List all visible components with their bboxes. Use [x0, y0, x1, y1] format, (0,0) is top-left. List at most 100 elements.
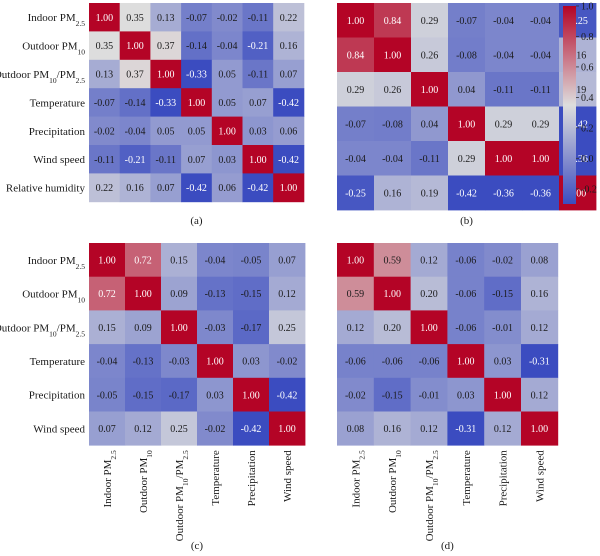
- column-tick-label: Precipitation: [498, 450, 510, 507]
- cell-value-label: 0.16: [531, 289, 549, 300]
- cell-value-label: 0.20: [383, 323, 401, 334]
- cell-value-label: 0.29: [532, 119, 550, 130]
- heatmap-cell: [89, 116, 121, 146]
- heatmap-cell: [374, 175, 412, 211]
- cell-value-label: -0.42: [456, 188, 477, 199]
- cell-value-label: -0.21: [125, 155, 146, 166]
- heatmap-cell: [410, 276, 448, 311]
- colorbar-tick-label: 0.4: [581, 93, 594, 104]
- cell-value-label: 0.35: [96, 41, 114, 52]
- cell-value-label: -0.33: [155, 98, 176, 109]
- heatmap-cell: [161, 243, 198, 278]
- cell-value-label: 0.26: [384, 85, 402, 96]
- heatmap-cell: [161, 411, 198, 446]
- cell-value-label: 0.03: [242, 357, 260, 368]
- cell-value-label: 0.12: [420, 424, 438, 435]
- cell-value-label: -0.42: [278, 98, 299, 109]
- heatmap-cell: [233, 411, 270, 446]
- heatmap-cell: [197, 243, 234, 278]
- heatmap-cell: [125, 310, 162, 345]
- cell-value-label: -0.05: [241, 255, 262, 266]
- heatmap-cell: [337, 3, 375, 38]
- colorbar-tick-label: 0.0: [581, 154, 594, 165]
- cell-value-label: 0.72: [98, 289, 116, 300]
- cell-value-label: 0.29: [495, 119, 513, 130]
- cell-value-label: 1.00: [218, 126, 236, 137]
- heatmap-cell: [150, 88, 182, 117]
- heatmap-cell: [411, 106, 449, 142]
- heatmap-cell: [485, 3, 523, 38]
- cell-value-label: 1.00: [188, 98, 206, 109]
- cell-value-label: -0.36: [493, 188, 514, 199]
- cell-value-label: -0.14: [186, 41, 207, 52]
- cell-value-label: 0.22: [96, 183, 114, 194]
- cell-value-label: -0.06: [455, 323, 476, 334]
- heatmap-cell: [150, 31, 182, 61]
- cell-value-label: 0.59: [347, 289, 365, 300]
- heatmap-cell: [211, 31, 243, 61]
- heatmap-cell: [233, 344, 270, 379]
- heatmap-cell: [119, 173, 151, 203]
- cell-value-label: 0.12: [531, 390, 549, 401]
- heatmap-cell: [211, 59, 243, 89]
- cell-value-label: -0.04: [530, 16, 551, 27]
- cell-value-label: 0.07: [157, 183, 175, 194]
- cell-value-label: 1.00: [157, 70, 175, 81]
- cell-value-label: 0.15: [170, 255, 188, 266]
- heatmap-cell: [181, 3, 213, 32]
- heatmap-cell: [269, 411, 306, 446]
- heatmap-cell: [181, 145, 213, 174]
- heatmap-cell: [89, 243, 126, 278]
- cell-value-label: -0.08: [456, 50, 477, 61]
- cell-value-label: -0.17: [241, 323, 262, 334]
- cell-value-label: 0.06: [280, 126, 298, 137]
- cell-value-label: 0.37: [157, 41, 175, 52]
- heatmap-cell: [211, 173, 243, 203]
- heatmap-cell: [337, 276, 375, 311]
- heatmap-cell: [410, 377, 448, 412]
- row-tick-label: Indoor PM2.5: [28, 12, 86, 28]
- cell-value-label: -0.07: [186, 13, 207, 24]
- heatmap-cell: [242, 59, 274, 89]
- heatmap-cell: [181, 88, 213, 117]
- heatmap-cell: [150, 3, 182, 32]
- heatmap-cell: [242, 173, 274, 203]
- cell-value-label: -0.25: [345, 188, 366, 199]
- heatmap-cell: [337, 141, 375, 176]
- cell-value-label: 0.12: [531, 323, 549, 334]
- row-tick-label: Wind speed: [33, 423, 85, 435]
- row-tick-label: Temperature: [30, 356, 86, 368]
- cell-value-label: -0.25: [567, 16, 588, 27]
- cell-value-label: 0.29: [421, 16, 439, 27]
- row-tick-label: Indoor PM2.5: [28, 255, 86, 271]
- cell-value-label: 0.03: [457, 390, 475, 401]
- cell-value-label: 0.06: [218, 183, 236, 194]
- heatmap-cell: [119, 59, 151, 89]
- heatmap-cell: [485, 72, 523, 107]
- heatmap-cell: [211, 3, 243, 32]
- cell-value-label: 0.13: [157, 13, 175, 24]
- cell-value-label: -0.08: [382, 119, 403, 130]
- heatmap-cell: [161, 310, 198, 345]
- heatmap-cell: [269, 344, 306, 379]
- cell-value-label: -0.42: [241, 424, 262, 435]
- heatmap-cell: [150, 145, 182, 174]
- heatmap-cell: [233, 377, 270, 412]
- cell-value-label: 0.84: [384, 16, 402, 27]
- row-tick-label: Temperature: [30, 97, 86, 109]
- cell-value-label: 0.03: [206, 390, 224, 401]
- heatmap-cell: [374, 3, 412, 38]
- cell-value-label: 0.16: [126, 183, 144, 194]
- heatmap-cell: [89, 59, 121, 89]
- cell-value-label: 0.03: [249, 126, 267, 137]
- cell-value-label: -0.04: [97, 357, 118, 368]
- heatmap-cell: [410, 344, 448, 379]
- heatmap-cell: [197, 276, 234, 311]
- column-tick-label: Temperature: [210, 450, 222, 506]
- cell-value-label: -0.07: [94, 98, 115, 109]
- heatmap-cell: [197, 310, 234, 345]
- cell-value-label: -0.06: [455, 289, 476, 300]
- heatmap-cell: [89, 411, 126, 446]
- panel-caption: (c): [191, 540, 204, 552]
- row-tick-label: Outdoor PM10/PM2.5: [0, 69, 85, 85]
